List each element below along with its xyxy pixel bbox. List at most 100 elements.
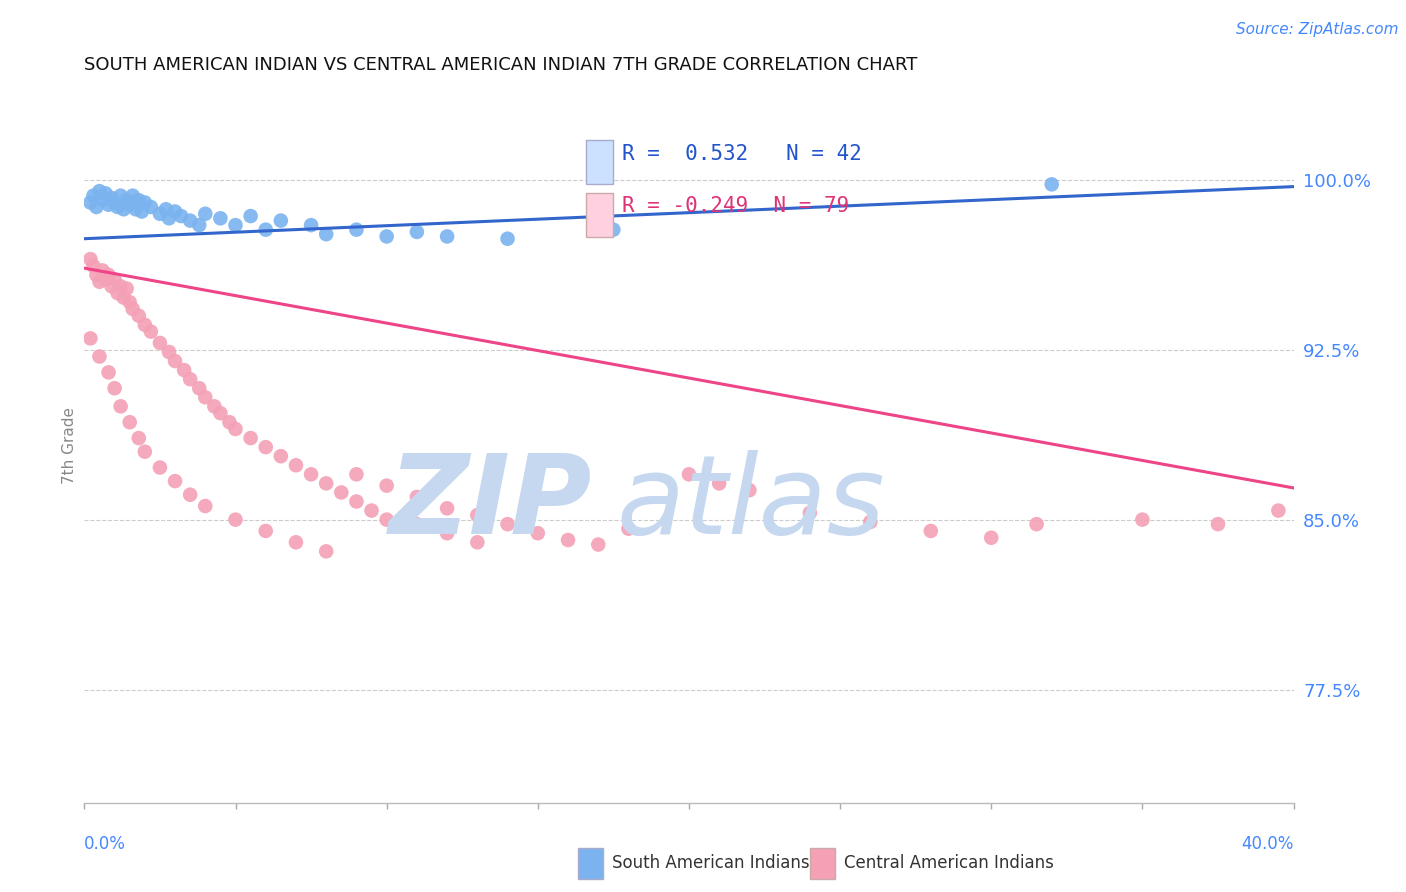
Point	[131, 204, 153, 219]
Point	[588, 537, 610, 551]
Point	[128, 193, 150, 207]
Point	[128, 431, 150, 445]
Point	[121, 301, 143, 316]
Point	[270, 449, 292, 463]
Point	[980, 531, 1002, 545]
Point	[97, 365, 120, 379]
Point	[239, 431, 262, 445]
Point	[165, 474, 187, 488]
Point	[299, 218, 322, 232]
Point	[225, 422, 247, 436]
Point	[225, 513, 247, 527]
Point	[799, 506, 821, 520]
Point	[118, 198, 141, 212]
Point	[225, 218, 247, 232]
Point	[110, 400, 132, 414]
Point	[375, 478, 398, 492]
Point	[149, 460, 172, 475]
Point	[165, 354, 187, 368]
Point	[1206, 517, 1229, 532]
Point	[97, 198, 120, 212]
Point	[79, 252, 101, 266]
Point	[118, 295, 141, 310]
Point	[115, 193, 138, 207]
Point	[436, 229, 458, 244]
Point	[139, 200, 162, 214]
Point	[346, 222, 368, 236]
Text: Source: ZipAtlas.com: Source: ZipAtlas.com	[1236, 22, 1399, 37]
Point	[118, 415, 141, 429]
Point	[285, 458, 308, 473]
Point	[406, 490, 429, 504]
Point	[194, 499, 217, 513]
Point	[100, 279, 122, 293]
Point	[738, 483, 761, 498]
Point	[496, 232, 519, 246]
Point	[375, 513, 398, 527]
Point	[86, 268, 108, 282]
Point	[467, 508, 489, 522]
Text: 40.0%: 40.0%	[1241, 835, 1294, 853]
Point	[1025, 517, 1047, 532]
Point	[104, 195, 127, 210]
Point	[285, 535, 308, 549]
Point	[436, 526, 458, 541]
Point	[254, 222, 277, 236]
Point	[79, 331, 101, 345]
Point	[107, 286, 129, 301]
Bar	[586, 140, 613, 184]
Point	[202, 400, 225, 414]
Text: South American Indians: South American Indians	[612, 855, 810, 872]
Point	[218, 415, 240, 429]
Point	[1267, 503, 1289, 517]
Point	[134, 195, 156, 210]
Point	[155, 202, 177, 217]
Point	[346, 467, 368, 482]
Point	[179, 213, 201, 227]
Point	[121, 188, 143, 202]
Point	[86, 200, 108, 214]
Point	[139, 325, 162, 339]
Point	[104, 272, 127, 286]
Point	[188, 218, 211, 232]
Point	[149, 335, 172, 350]
Point	[709, 476, 731, 491]
Point	[91, 263, 114, 277]
Point	[89, 275, 111, 289]
Point	[94, 272, 117, 286]
Point	[496, 517, 519, 532]
Point	[330, 485, 353, 500]
Point	[209, 211, 232, 226]
Point	[97, 268, 120, 282]
Point	[112, 291, 135, 305]
Point	[360, 503, 382, 517]
Point	[436, 501, 458, 516]
Point	[1130, 513, 1153, 527]
Point	[128, 309, 150, 323]
Point	[467, 535, 489, 549]
Text: R = -0.249  N = 79: R = -0.249 N = 79	[623, 195, 849, 216]
Point	[254, 524, 277, 538]
Point	[104, 381, 127, 395]
Point	[270, 213, 292, 227]
Point	[89, 350, 111, 364]
Point	[112, 202, 135, 217]
Point	[82, 188, 104, 202]
Point	[89, 184, 111, 198]
Point	[115, 281, 138, 295]
Point	[79, 195, 101, 210]
Point	[602, 222, 624, 236]
Point	[527, 526, 550, 541]
Point	[134, 318, 156, 332]
Point	[346, 494, 368, 508]
Point	[82, 259, 104, 273]
Point	[165, 204, 187, 219]
Point	[110, 279, 132, 293]
Point	[315, 227, 337, 242]
Point	[406, 225, 429, 239]
Point	[149, 207, 172, 221]
Point	[239, 209, 262, 223]
Point	[157, 211, 180, 226]
Point	[209, 406, 232, 420]
Point	[406, 517, 429, 532]
